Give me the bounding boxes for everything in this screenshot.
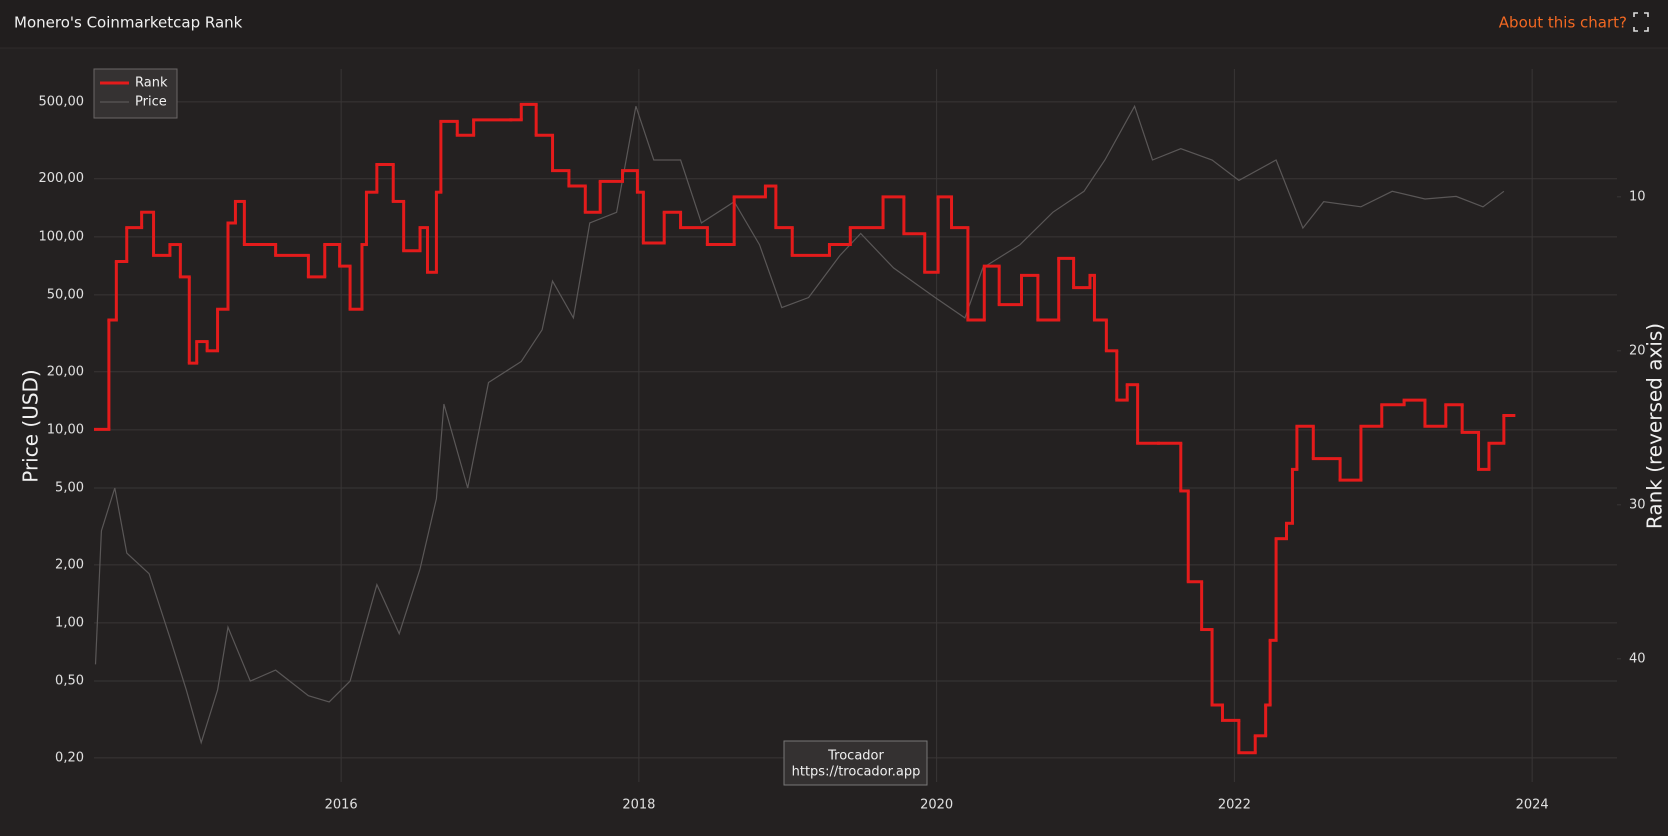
y-tick-label: 20,00 (47, 364, 84, 379)
x-tick-label: 2024 (1516, 798, 1549, 813)
y2-tick-label: 30 (1629, 497, 1646, 512)
legend-label: Rank (135, 76, 168, 91)
y-tick-label: 5,00 (55, 480, 84, 495)
y-tick-label: 2,00 (55, 557, 84, 572)
price-line (94, 104, 1505, 745)
header-bar (0, 0, 1668, 48)
y-tick-label: 100,00 (39, 229, 85, 244)
y-tick-label: 0,20 (55, 750, 84, 765)
x-tick-label: 2016 (325, 798, 358, 813)
fullscreen-icon[interactable] (1633, 12, 1649, 32)
y2-tick-label: 40 (1629, 651, 1646, 666)
y-tick-label: 50,00 (47, 287, 84, 302)
y-tick-label: 1,00 (55, 615, 84, 630)
rank-line (93, 102, 1516, 755)
y2-tick-label: 20 (1629, 343, 1646, 358)
about-link[interactable]: About this chart? (1499, 14, 1627, 32)
x-tick-label: 2018 (622, 798, 655, 813)
legend-box (93, 68, 178, 119)
y-axis-title: Price (USD) (19, 369, 43, 483)
y2-tick-label: 10 (1629, 189, 1646, 204)
watermark-text: Trocador (827, 749, 884, 764)
x-tick-label: 2022 (1218, 798, 1251, 813)
chart-title: Monero's Coinmarketcap Rank (14, 14, 243, 32)
legend-label: Price (135, 95, 167, 110)
y2-axis-title: Rank (reversed axis) (1643, 323, 1667, 529)
y-tick-label: 500,00 (39, 94, 85, 109)
watermark-text: https://trocador.app (792, 765, 921, 780)
x-tick-label: 2020 (920, 798, 953, 813)
y-tick-label: 10,00 (47, 422, 84, 437)
fullscreen-glyph[interactable] (1633, 12, 1649, 32)
y-tick-label: 0,50 (55, 674, 84, 689)
watermark-box (783, 740, 928, 786)
y-tick-label: 200,00 (39, 171, 85, 186)
